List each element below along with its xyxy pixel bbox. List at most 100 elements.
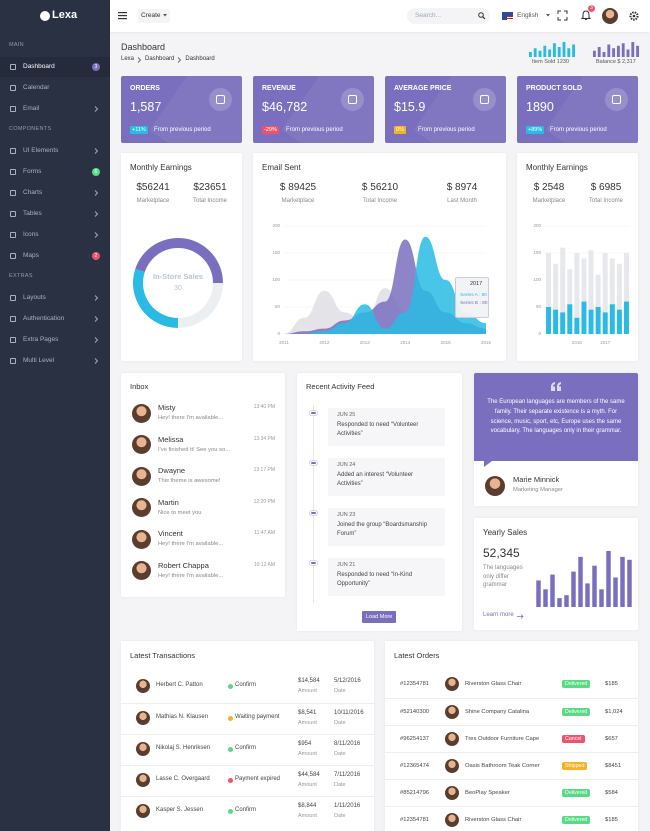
sidebar-item[interactable]: Forms 6	[0, 162, 110, 182]
message-time: 10:12 AM	[253, 561, 275, 568]
y-tick-label: 50	[536, 304, 542, 309]
sidebar-item[interactable]: Tables	[0, 204, 110, 224]
y-tick-label: 0	[277, 331, 280, 336]
activity-date: JUN 23	[337, 512, 356, 518]
figure-value: $ 8974	[446, 182, 478, 193]
bar	[613, 577, 618, 607]
inbox-message[interactable]: Martin Nice to meet you 12:20 PM	[121, 496, 285, 522]
stat-title: PRODUCT SOLD	[526, 85, 582, 92]
activity-item: JUN 24 Added an interest “Volunteer Activ…	[328, 458, 445, 496]
stat-change: 0%	[394, 126, 406, 134]
sidebar-item[interactable]: Charts	[0, 183, 110, 203]
bar	[574, 317, 580, 334]
load-more-button[interactable]: Load More	[362, 611, 397, 623]
quote-icon	[551, 382, 561, 391]
stat-value: 1,587	[130, 100, 162, 114]
sidebar-item-label: Forms	[23, 168, 42, 175]
sidebar-item[interactable]: Dashboard 3	[0, 57, 110, 77]
bar	[560, 247, 566, 334]
bar	[543, 589, 548, 607]
donut-label: In-Store Sales	[153, 272, 203, 281]
bar	[616, 263, 622, 334]
sidebar-item[interactable]: Email	[0, 99, 110, 119]
search-box[interactable]: Search...	[407, 8, 490, 24]
activity-item: JUN 23 Joined the group “Boardsmanship Fo…	[328, 508, 445, 546]
avatar	[131, 498, 151, 517]
transaction-row: Herbert C. Patton Confirm $14,584 Amount 5/1…	[121, 672, 374, 703]
bar	[609, 304, 615, 334]
transaction-amount: $954	[298, 741, 312, 747]
inbox-message[interactable]: Dwayne This theme is awesome! 13:17 PM	[121, 464, 285, 490]
sidebar-item[interactable]: UI Elements	[0, 141, 110, 161]
order-price: $185	[605, 681, 618, 687]
sidebar-item[interactable]: Multi Level	[0, 351, 110, 371]
sidebar-item[interactable]: Authentication	[0, 309, 110, 329]
y-tick-label: 100	[272, 277, 280, 282]
sidebar-item[interactable]: Extra Pages	[0, 330, 110, 350]
status-dot	[228, 684, 233, 689]
chevron	[94, 106, 99, 112]
order-product: BeoPlay Speaker	[465, 790, 510, 796]
sidebar-item-icon	[10, 316, 16, 322]
sidebar-item-label: Authentication	[23, 315, 65, 322]
bar	[616, 309, 622, 334]
donut-segment	[135, 238, 223, 283]
sidebar-item-label: Maps	[23, 252, 39, 259]
create-button[interactable]: Create	[138, 9, 170, 23]
sidebar-item-icon	[10, 211, 16, 217]
card-title: Email Sent	[262, 163, 301, 172]
y-tick-label: 0	[538, 331, 541, 336]
message-time: 11:47 AM	[254, 530, 275, 536]
orders-card: Latest Orders #12354781 Riverston Glass Ch…	[385, 641, 638, 831]
sidebar-item[interactable]: Layouts	[0, 288, 110, 308]
message-preview: I've finished it! See you so...	[158, 446, 230, 453]
transaction-status: Confirm	[235, 745, 257, 751]
order-row: #96254137 Trex Outdoor Furniture Cape Canc…	[385, 725, 638, 752]
date-label: Date	[334, 782, 346, 788]
sidebar-item-icon	[10, 232, 16, 238]
chevron-icon	[94, 358, 99, 364]
learn-more-link[interactable]: Learn more	[483, 612, 514, 618]
speech-pointer	[484, 461, 492, 467]
sidebar-item[interactable]: Icons	[0, 225, 110, 245]
avatar	[602, 8, 618, 24]
chevron-icon	[94, 190, 99, 196]
chevron	[94, 358, 99, 364]
order-row: #52140300 Shine Company Catalina Delivered…	[385, 698, 638, 725]
order-product: Riverston Glass Chair	[465, 681, 522, 687]
inbox-message[interactable]: Melissa I've finished it! See you so... 13…	[121, 433, 285, 459]
sidebar-item-label: Tables	[23, 210, 42, 217]
logo-mark	[40, 11, 50, 21]
inbox-message[interactable]: Misty Hey! there I'm available... 13:40 PM	[121, 401, 285, 427]
stat-change: +89%	[526, 126, 545, 134]
caret-icon	[546, 14, 550, 17]
bar	[567, 304, 573, 334]
bar	[560, 312, 566, 334]
mini-bar	[636, 45, 640, 57]
mini-bar	[572, 44, 576, 57]
stat-icon	[473, 88, 496, 111]
message-sender: Misty	[158, 403, 176, 412]
sidebar-section-title: COMPONENTS	[9, 126, 52, 132]
transaction-name: Herbert C. Patton	[156, 682, 203, 688]
language-label[interactable]: English	[517, 12, 539, 19]
avatar	[136, 711, 150, 725]
figure-label: Total Income	[588, 198, 624, 204]
order-product: Trex Outdoor Furniture Cape	[465, 736, 540, 742]
sidebar-item[interactable]: Maps 2	[0, 246, 110, 266]
sidebar-item-icon	[10, 106, 16, 112]
yearly-sales-text: The languages only differ grammar	[483, 565, 523, 588]
order-id: #12365474	[400, 763, 430, 769]
sidebar-item[interactable]: Calendar	[0, 78, 110, 98]
message-preview: This theme is awesome!	[158, 478, 221, 484]
y-tick-label: 100	[533, 277, 541, 282]
figure-label: Marketplace	[281, 198, 315, 204]
inbox-message[interactable]: Robert Chappa Hey! there I'm available...…	[121, 559, 285, 585]
x-tick-label: 2013	[360, 340, 371, 345]
chevron	[94, 148, 99, 154]
amount-label: Amount	[298, 688, 317, 694]
y-tick-label: 200	[272, 223, 280, 228]
activity-text: Joined the group “Boardsmanship Forum”	[337, 522, 428, 537]
transaction-amount: $8,541	[298, 710, 317, 716]
inbox-message[interactable]: Vincent Hey! there I'm available... 11:47 …	[121, 527, 285, 553]
